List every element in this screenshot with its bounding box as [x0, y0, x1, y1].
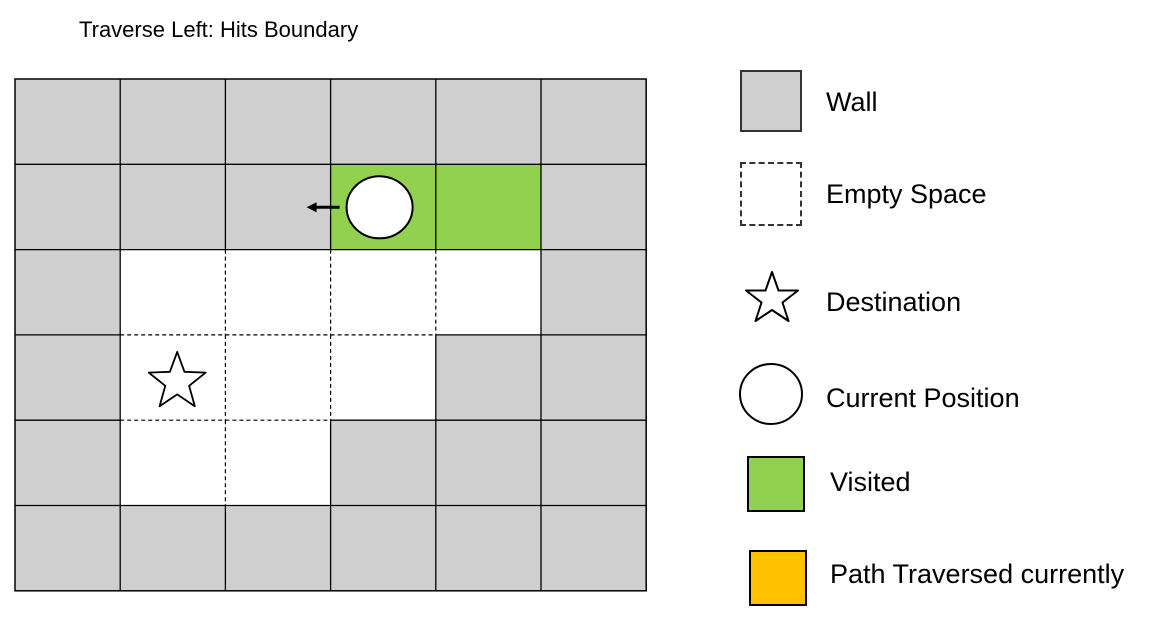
empty-cell [435, 249, 541, 335]
wall-cell [15, 505, 121, 591]
visited-cell [435, 164, 541, 250]
wall-cell [541, 420, 647, 506]
wall-cell [435, 420, 541, 506]
wall-cell [541, 249, 647, 335]
empty-cell [330, 249, 436, 335]
wall-cell [15, 334, 121, 421]
empty-cell [330, 334, 436, 421]
legend-visited-swatch [747, 456, 805, 512]
wall-cell [435, 79, 541, 165]
wall-cell [225, 505, 331, 591]
legend-wall-label: Wall [826, 87, 878, 117]
wall-cell [15, 249, 121, 335]
wall-cell [330, 505, 436, 591]
legend-empty-swatch [740, 162, 802, 226]
legend-path-traversed-swatch [749, 550, 807, 606]
legend-current-position-circle-icon [739, 363, 803, 425]
wall-cell [541, 164, 647, 250]
maze-grid [14, 78, 647, 592]
current-position-circle-icon [345, 175, 414, 240]
wall-cell [541, 505, 647, 591]
empty-cell [225, 334, 331, 421]
legend-visited-label: Visited [830, 467, 911, 497]
wall-cell [330, 79, 436, 165]
legend-wall-swatch [740, 70, 802, 132]
wall-cell [541, 334, 647, 421]
wall-cell [15, 164, 121, 250]
legend-destination-star-icon [745, 271, 799, 322]
empty-cell [120, 420, 226, 506]
empty-cell [225, 249, 331, 335]
maze-border [14, 78, 647, 592]
wall-cell [330, 420, 436, 506]
wall-cell [15, 420, 121, 506]
empty-cell [225, 420, 331, 506]
legend-destination-label: Destination [826, 287, 962, 317]
destination-star-icon [147, 350, 207, 408]
wall-cell [120, 164, 226, 250]
empty-cell [120, 249, 226, 335]
wall-cell [225, 79, 331, 165]
wall-cell [120, 505, 226, 591]
wall-cell [15, 79, 121, 165]
move-left-arrowhead-icon [306, 202, 317, 213]
wall-cell [435, 334, 541, 421]
wall-cell [541, 79, 647, 165]
diagram-title: Traverse Left: Hits Boundary [79, 17, 359, 42]
legend-path-traversed-label: Path Traversed currently [830, 559, 1125, 589]
legend-empty-label: Empty Space [826, 179, 987, 209]
legend-current-position-label: Current Position [826, 383, 1020, 413]
wall-cell [435, 505, 541, 591]
wall-cell [120, 79, 226, 165]
